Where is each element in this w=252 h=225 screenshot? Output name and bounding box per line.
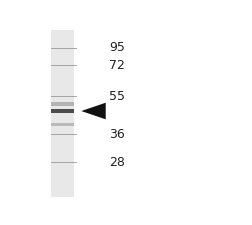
Text: 72: 72 — [109, 59, 125, 72]
Text: 95: 95 — [109, 41, 125, 54]
Bar — [51, 109, 75, 113]
Bar — [51, 30, 75, 197]
Bar — [51, 123, 75, 126]
Bar — [51, 102, 75, 106]
Polygon shape — [81, 103, 106, 119]
Text: 55: 55 — [109, 90, 125, 103]
Text: 36: 36 — [109, 128, 125, 141]
Text: 28: 28 — [109, 156, 125, 169]
